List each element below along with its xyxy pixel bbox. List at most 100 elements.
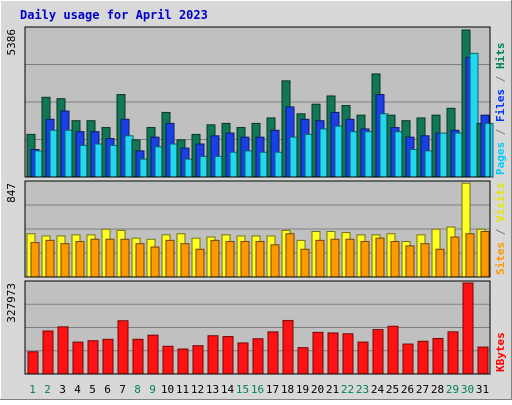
x-tick-label-day-4: 4 <box>74 383 81 396</box>
bar-kbytes-day-14: KBytes 14: 135000 <box>222 336 234 375</box>
bar-sites-day-23: Sites 23: 320 <box>360 240 370 278</box>
bar-sites-day-6: Sites 6: 340 <box>105 238 115 278</box>
bar-kbytes-day-21: KBytes 21: 148000 <box>327 332 339 375</box>
bar-sites-day-10: Sites 10: 330 <box>165 239 175 278</box>
x-tick-label-day-27: 27 <box>416 383 429 396</box>
x-tick-label-day-9: 9 <box>149 383 156 396</box>
bar-kbytes-day-25: KBytes 25: 172000 <box>387 325 399 375</box>
x-tick-label-day-18: 18 <box>281 383 294 396</box>
x-tick-label-day-3: 3 <box>59 383 66 396</box>
bar-kbytes-day-30: KBytes 30: 328000 <box>462 282 474 375</box>
plot-border <box>24 180 491 278</box>
bar-sites-day-28: Sites 28: 250 <box>435 248 445 278</box>
y-axis-max-label: 327973 <box>5 283 18 323</box>
bar-sites-day-27: Sites 27: 300 <box>420 243 430 278</box>
bar-kbytes-day-20: KBytes 20: 150000 <box>312 331 324 375</box>
bar-kbytes-day-1: KBytes 1: 80000 <box>27 351 39 375</box>
x-axis-day-labels: 1 2 3 4 5 6 7 8 9 10 11 12 13 14 15 16 17 18 19 20 21 22 23 24 2… <box>29 383 489 396</box>
x-tick-label-day-14: 14 <box>221 383 235 396</box>
bar-kbytes-day-19: KBytes 19: 95000 <box>297 347 309 375</box>
bar-sites-day-24: Sites 24: 350 <box>375 237 385 278</box>
x-tick-label-day-12: 12 <box>191 383 204 396</box>
bar-sites-day-15: Sites 15: 320 <box>240 240 250 278</box>
bar-kbytes-day-16: KBytes 16: 127000 <box>252 338 264 375</box>
bar-sites-day-5: Sites 5: 340 <box>90 238 100 278</box>
legend-entry: Visits <box>494 182 507 222</box>
bar-kbytes-day-26: KBytes 26: 108000 <box>402 343 414 375</box>
x-tick-label-day-25: 25 <box>386 383 399 396</box>
x-tick-label-day-31: 31 <box>476 383 489 396</box>
bar-kbytes-day-24: KBytes 24: 160000 <box>372 329 384 375</box>
bar-sites-day-16: Sites 16: 320 <box>255 240 265 278</box>
bar-sites-day-2: Sites 2: 330 <box>45 239 55 278</box>
bar-sites-day-19: Sites 19: 250 <box>300 248 310 278</box>
bar-sites-day-21: Sites 21: 340 <box>330 238 340 278</box>
bar-sites-day-7: Sites 7: 340 <box>120 238 130 278</box>
bar-kbytes-day-3: KBytes 3: 170000 <box>57 326 69 375</box>
x-tick-label-day-7: 7 <box>119 383 126 396</box>
panel-visits-sites: Visits 1: 390Sites 1: 310Visits 2: 370Si… <box>5 180 507 278</box>
bar-sites-day-17: Sites 17: 290 <box>270 244 280 278</box>
x-tick-label-day-2: 2 <box>44 383 51 396</box>
bar-kbytes-day-15: KBytes 15: 112000 <box>237 342 249 375</box>
x-tick-label-day-29: 29 <box>446 383 459 396</box>
bar-sites-day-18: Sites 18: 390 <box>285 233 295 278</box>
x-tick-label-day-21: 21 <box>326 383 339 396</box>
bar-kbytes-day-8: KBytes 8: 125000 <box>132 338 144 375</box>
bar-kbytes-day-5: KBytes 5: 120000 <box>87 340 99 375</box>
bar-sites-day-22: Sites 22: 340 <box>345 238 355 278</box>
y-axis-max-label: 5386 <box>5 29 18 56</box>
x-tick-label-day-24: 24 <box>371 383 385 396</box>
bar-sites-day-4: Sites 4: 320 <box>75 240 85 278</box>
bar-sites-day-9: Sites 9: 270 <box>150 246 160 278</box>
series-legend: Sites / Visits <box>494 182 507 275</box>
x-tick-label-day-15: 15 <box>236 383 249 396</box>
bar-sites-day-13: Sites 13: 330 <box>210 239 220 278</box>
bar-kbytes-day-6: KBytes 6: 125000 <box>102 338 114 375</box>
x-tick-label-day-5: 5 <box>89 383 96 396</box>
bar-sites-day-14: Sites 14: 320 <box>225 240 235 278</box>
bar-kbytes-day-28: KBytes 28: 128000 <box>432 337 444 375</box>
series-legend: Pages / Files / Hits <box>494 43 507 176</box>
bar-kbytes-day-10: KBytes 10: 100000 <box>162 345 174 375</box>
legend-entry: Files <box>494 89 507 122</box>
x-tick-label-day-28: 28 <box>431 383 444 396</box>
bar-sites-day-12: Sites 12: 250 <box>195 248 205 278</box>
bar-kbytes-day-29: KBytes 29: 152000 <box>447 331 459 375</box>
x-tick-label-day-17: 17 <box>266 383 279 396</box>
legend-entry: KBytes <box>494 332 507 372</box>
bar-sites-day-25: Sites 25: 320 <box>390 240 400 278</box>
x-tick-label-day-10: 10 <box>161 383 174 396</box>
x-tick-label-day-23: 23 <box>356 383 369 396</box>
series-legend: KBytes <box>494 332 507 372</box>
bar-kbytes-day-7: KBytes 7: 192000 <box>117 320 129 375</box>
legend-entry: Pages <box>494 142 507 175</box>
y-axis-max-label: 847 <box>5 183 18 203</box>
bar-sites-day-3: Sites 3: 300 <box>60 243 70 278</box>
bar-sites-day-30: Sites 30: 390 <box>465 233 475 278</box>
bar-sites-day-11: Sites 11: 300 <box>180 243 190 278</box>
bar-kbytes-day-2: KBytes 2: 155000 <box>42 330 54 375</box>
chart-title: Daily usage for April 2023 <box>20 8 208 22</box>
bar-sites-day-26: Sites 26: 280 <box>405 245 415 278</box>
bar-sites-day-31: Sites 31: 410 <box>480 230 490 278</box>
x-tick-label-day-26: 26 <box>401 383 414 396</box>
bar-kbytes-day-13: KBytes 13: 138000 <box>207 335 219 375</box>
bar-sites-day-29: Sites 29: 360 <box>450 236 460 278</box>
x-tick-label-day-13: 13 <box>206 383 219 396</box>
bar-sites-day-20: Sites 20: 330 <box>315 239 325 278</box>
bar-kbytes-day-27: KBytes 27: 118000 <box>417 340 429 375</box>
x-tick-label-day-1: 1 <box>29 383 36 396</box>
plot-border <box>24 26 491 178</box>
plot-border <box>24 280 491 375</box>
legend-entry: / <box>494 222 507 242</box>
legend-entry: / <box>494 69 507 89</box>
x-tick-label-day-11: 11 <box>176 383 189 396</box>
bar-kbytes-day-11: KBytes 11: 90000 <box>177 348 189 375</box>
bar-pages-day-31: Pages 31: 1950 <box>484 122 494 178</box>
x-tick-label-day-30: 30 <box>461 383 474 396</box>
bar-kbytes-day-4: KBytes 4: 115000 <box>72 341 84 375</box>
x-tick-label-day-8: 8 <box>134 383 141 396</box>
chart-panels: Hits 1: 1550Files 1: 1000Pages 1: 950Hit… <box>5 26 507 375</box>
